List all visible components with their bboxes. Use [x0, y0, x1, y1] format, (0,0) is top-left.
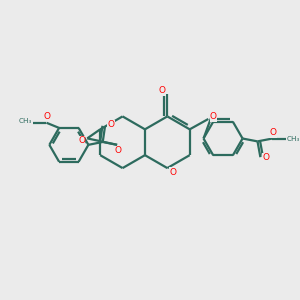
Text: O: O: [169, 168, 177, 177]
Text: CH₃: CH₃: [287, 136, 300, 142]
Text: O: O: [210, 112, 217, 121]
Text: O: O: [44, 112, 50, 121]
Text: O: O: [114, 146, 121, 155]
Text: O: O: [107, 120, 114, 129]
Text: O: O: [269, 128, 277, 137]
Text: O: O: [159, 86, 166, 95]
Text: O: O: [262, 153, 270, 162]
Text: O: O: [78, 136, 85, 145]
Text: CH₃: CH₃: [19, 118, 32, 124]
